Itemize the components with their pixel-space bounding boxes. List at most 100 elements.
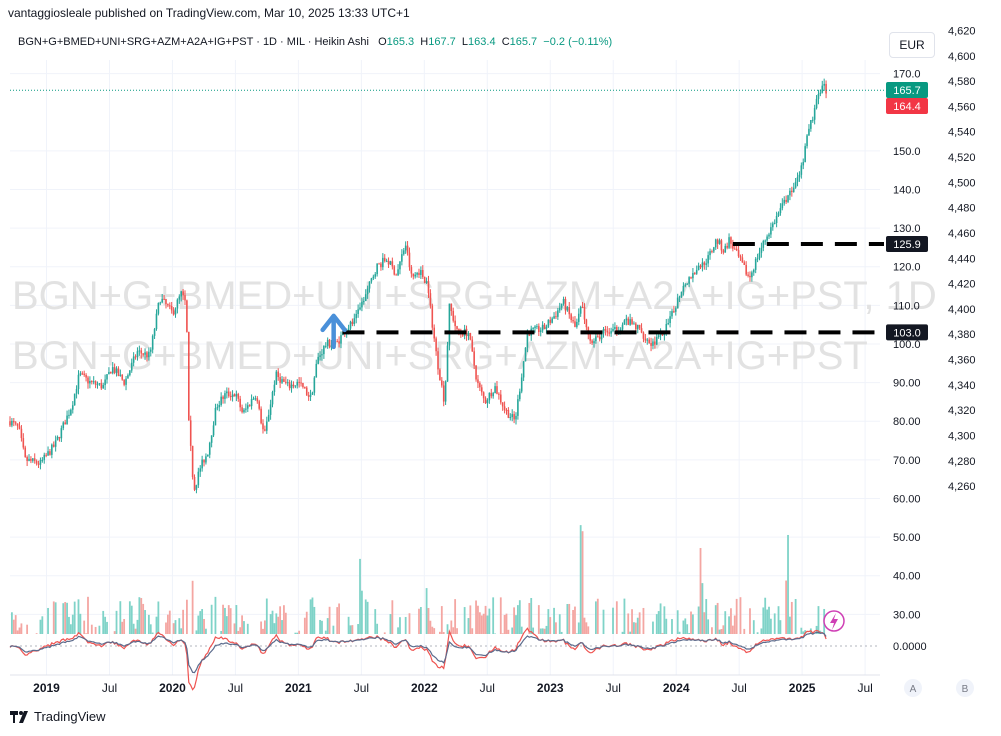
candle-body (612, 328, 614, 332)
candle-body (199, 468, 202, 472)
volume-bar (174, 620, 177, 634)
candle-body (136, 351, 139, 358)
candle-body (43, 454, 46, 460)
candle-body (513, 414, 515, 420)
price-tag-label-164.4: 164.4 (893, 101, 921, 113)
volume-bar (366, 601, 369, 634)
volume-bar (311, 597, 314, 634)
candle-body (655, 337, 658, 345)
volume-bar (633, 622, 635, 634)
candle-body (785, 199, 787, 202)
price-tag-label-165.7: 165.7 (893, 85, 921, 97)
volume-bar (20, 623, 23, 634)
time-tick-label: 2019 (33, 681, 60, 695)
candle-body (545, 326, 548, 330)
tradingview-logo[interactable]: TradingView (10, 709, 106, 724)
volume-bar (338, 603, 340, 634)
candle-body (220, 396, 222, 405)
candle-body (825, 83, 827, 94)
candle-body (18, 426, 21, 429)
candle-body (583, 306, 586, 320)
candle-body (581, 306, 584, 308)
candle-body (446, 345, 449, 382)
volume-bar (283, 605, 285, 634)
candle-body (186, 300, 188, 332)
candle-body (96, 384, 99, 386)
secondary-tick-label: 4,520 (948, 152, 976, 164)
volume-bar (241, 615, 243, 634)
candle-body (9, 421, 11, 426)
candle-body (64, 422, 66, 425)
time-tick-label: 2022 (411, 681, 438, 695)
candle-body (709, 251, 711, 256)
candle-body (427, 281, 430, 294)
candle-body (248, 405, 251, 407)
candle-body (694, 273, 696, 275)
volume-bar (265, 598, 268, 634)
time-tick-label: 2021 (285, 681, 312, 695)
candle-body (747, 274, 749, 276)
candle-body (161, 298, 163, 303)
volume-bar (66, 602, 68, 634)
price-tick-label: 60.00 (893, 493, 921, 505)
volume-bar (186, 599, 188, 634)
candle-body (307, 395, 310, 397)
candle-body (180, 291, 183, 297)
candle-body (212, 425, 215, 436)
volume-bar (456, 628, 458, 634)
candle-body (760, 247, 763, 253)
time-tick-label: Jul (732, 681, 747, 695)
candle-body (119, 374, 122, 376)
candle-body (326, 339, 329, 346)
candle-body (522, 361, 525, 378)
candle-body (224, 393, 226, 399)
time-tick-label: Jul (857, 681, 872, 695)
volume-bar (235, 605, 238, 634)
candle-body (454, 320, 456, 327)
volume-bar (35, 633, 38, 634)
volume-bar (264, 620, 266, 634)
candle-body (207, 454, 209, 457)
volume-bar (659, 603, 662, 634)
candle-body (285, 381, 287, 383)
volume-bar (549, 617, 552, 634)
candle-body (768, 234, 770, 237)
candle-body (713, 247, 715, 252)
candle-body (638, 324, 641, 329)
candle-body (629, 319, 631, 325)
volume-bar (469, 605, 472, 634)
candle-body (353, 318, 356, 324)
candle-body (218, 404, 221, 408)
candle-body (102, 385, 105, 389)
candle-body (673, 311, 675, 313)
candle-body (646, 339, 649, 341)
candle-body (267, 414, 270, 422)
volume-bar (735, 598, 738, 634)
volume-bar (587, 626, 590, 634)
secondary-tick-label: 4,440 (948, 253, 976, 265)
volume-bar (102, 610, 105, 634)
legend-symbol[interactable]: BGN+G+BMED+UNI+SRG+AZM+A2A+IG+PST · 1D ·… (18, 36, 369, 48)
candle-body (642, 332, 645, 339)
candle-body (429, 293, 432, 306)
candle-body (260, 408, 262, 424)
candle-body (349, 321, 352, 329)
volume-bar (749, 608, 751, 634)
candle-body (697, 265, 700, 271)
time-tick-label: Jul (606, 681, 621, 695)
candle-body (480, 387, 483, 393)
candle-body (361, 301, 363, 308)
volume-bar (47, 607, 49, 634)
candle-body (157, 302, 160, 314)
candle-body (402, 250, 405, 255)
up-arrow-annotation (320, 313, 347, 350)
volume-bar (547, 609, 550, 634)
time-tick-label: Jul (228, 681, 243, 695)
candle-body (469, 333, 472, 340)
candle-body (197, 471, 200, 486)
volume-bar (484, 605, 487, 634)
volume-bar (397, 627, 399, 634)
volume-bar (480, 615, 483, 634)
currency-button[interactable]: EUR (889, 32, 935, 58)
